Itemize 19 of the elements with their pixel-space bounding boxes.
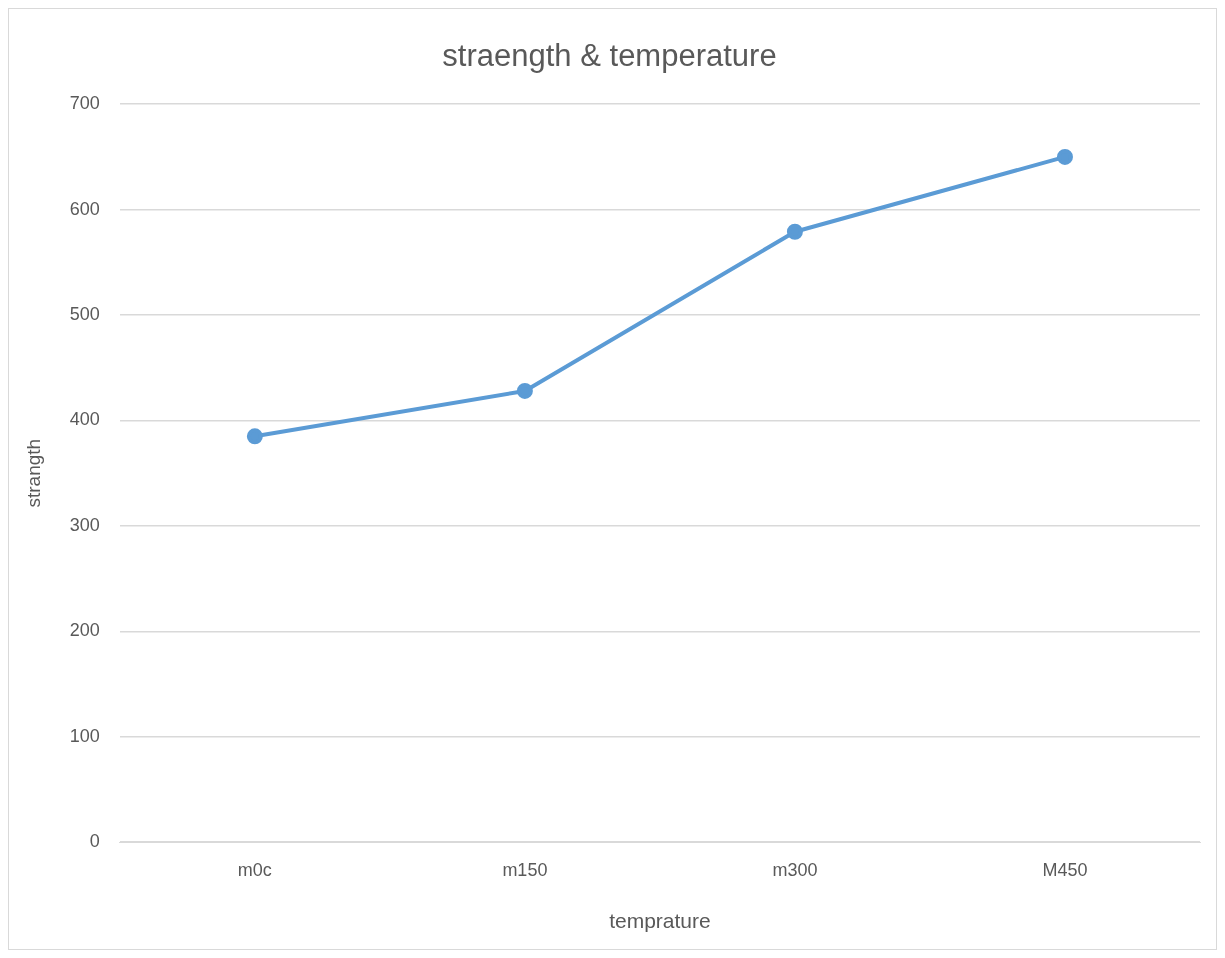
chart-title: straength & temperature xyxy=(442,38,777,74)
point xyxy=(1056,148,1073,165)
x-tick-label: M450 xyxy=(1042,859,1088,880)
point xyxy=(516,382,533,399)
x-tick-label: m300 xyxy=(772,859,818,880)
y-tick-label: 100 xyxy=(69,725,100,746)
point xyxy=(786,223,803,240)
y-tick-label: 0 xyxy=(89,831,100,852)
y-tick-label: 700 xyxy=(69,93,100,114)
y-tick-label: 300 xyxy=(69,514,100,535)
point xyxy=(246,428,263,445)
y-tick-label: 500 xyxy=(69,304,100,325)
y-tick-label: 200 xyxy=(69,620,100,641)
x-axis-title: temprature xyxy=(609,909,711,933)
y-axis-title: strangth xyxy=(22,438,44,508)
y-tick-label: 400 xyxy=(69,409,100,430)
x-tick-label: m0c xyxy=(237,859,272,880)
x-tick-label: m150 xyxy=(502,859,548,880)
y-tick-label: 600 xyxy=(69,198,100,219)
